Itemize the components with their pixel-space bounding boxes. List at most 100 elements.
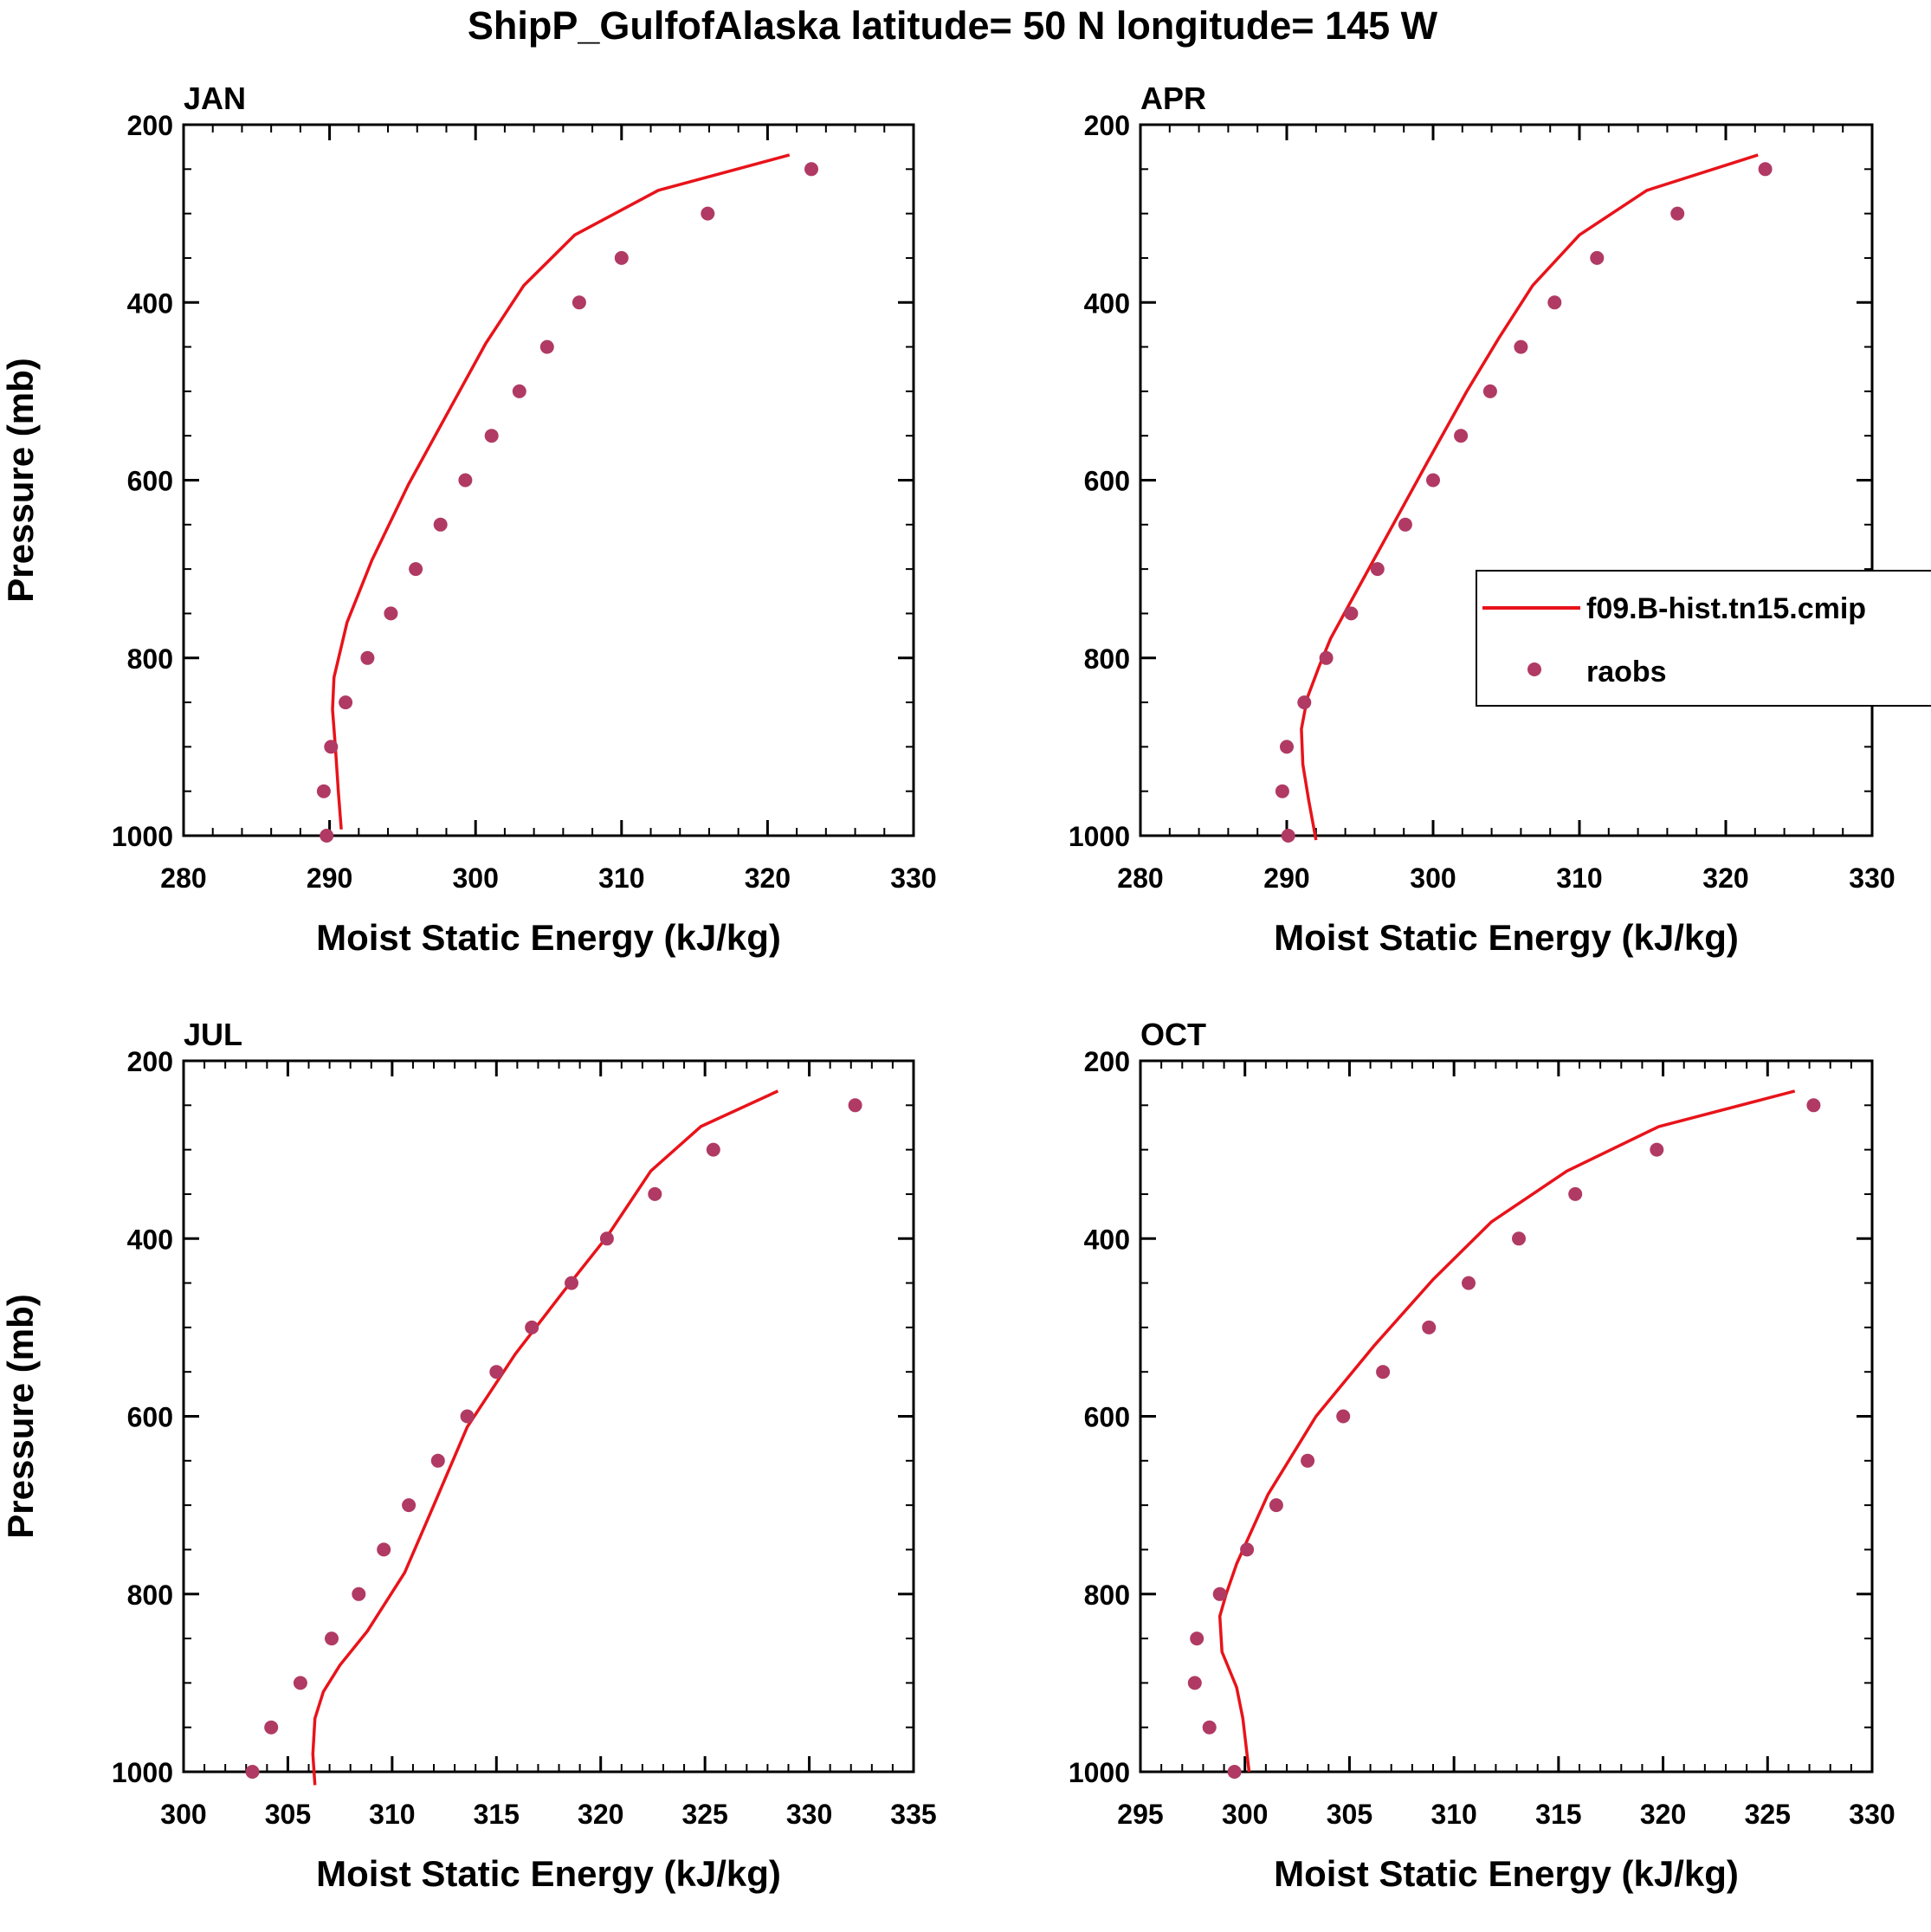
- obs-data-point: [1454, 429, 1469, 443]
- legend: f09.B-hist.tn15.cmip raobs: [1476, 570, 1931, 707]
- obs-data-point: [1806, 1098, 1821, 1113]
- y-tick-label: 600: [1084, 1402, 1130, 1433]
- y-tick-label: 800: [1084, 643, 1130, 675]
- y-tick-label: 200: [127, 110, 173, 141]
- x-tick-label: 330: [890, 863, 936, 894]
- obs-data-point: [1336, 1409, 1351, 1424]
- x-tick-label: 320: [1640, 1799, 1686, 1830]
- x-tick-label: 305: [265, 1799, 311, 1830]
- obs-data-point: [599, 1231, 614, 1246]
- obs-data-point: [489, 1365, 504, 1380]
- y-tick-label: 800: [127, 643, 173, 675]
- x-tick-label: 320: [745, 863, 791, 894]
- panel-jul: JUL 300 305 310 315 320 325 330 335 200 400 600 800 1…: [0, 1017, 937, 1894]
- obs-data-point: [1280, 740, 1294, 754]
- y-tick-label: 600: [1084, 466, 1130, 497]
- y-axis-title: Pressure (mb): [0, 358, 41, 602]
- y-tick-label: 200: [127, 1046, 173, 1077]
- obs-data-point: [1650, 1142, 1664, 1157]
- x-tick-label: 300: [1222, 1799, 1268, 1830]
- obs-data-point: [1426, 473, 1440, 488]
- legend-box: [1476, 570, 1931, 707]
- model-series-line: [331, 153, 791, 830]
- obs-data-point: [1590, 250, 1605, 265]
- obs-data-point: [433, 517, 448, 532]
- y-tick-label: 400: [1084, 1224, 1130, 1255]
- panel-label: JUL: [184, 1017, 242, 1052]
- panel-label: APR: [1140, 81, 1206, 116]
- obs-data-point: [648, 1186, 662, 1201]
- obs-data-point: [324, 740, 339, 754]
- obs-data-point: [484, 429, 499, 443]
- x-tick-label: 320: [578, 1799, 623, 1830]
- obs-data-point: [316, 784, 331, 798]
- obs-data-point: [1758, 162, 1773, 177]
- y-tick-label: 400: [127, 288, 173, 319]
- x-tick-label: 325: [681, 1799, 727, 1830]
- x-tick-label: 310: [1556, 863, 1602, 894]
- obs-data-point: [614, 250, 629, 265]
- legend-model-label: f09.B-hist.tn15.cmip: [1586, 592, 1866, 625]
- x-tick-label: 290: [307, 863, 352, 894]
- x-tick-label: 300: [1410, 863, 1456, 894]
- x-tick-label: 310: [369, 1799, 415, 1830]
- model-series-line: [311, 1089, 779, 1786]
- y-tick-label: 1000: [112, 821, 173, 852]
- obs-data-point: [384, 606, 398, 621]
- obs-data-point: [848, 1098, 862, 1113]
- obs-data-point: [1202, 1720, 1217, 1735]
- x-tick-label: 310: [598, 863, 644, 894]
- x-tick-label: 310: [1430, 1799, 1476, 1830]
- model-series-line: [1300, 153, 1759, 841]
- x-tick-label: 330: [1849, 863, 1895, 894]
- x-axis-title: Moist Static Energy (kJ/kg): [316, 917, 781, 958]
- obs-data-point: [1301, 1453, 1315, 1468]
- obs-data-point: [525, 1320, 539, 1334]
- y-tick-label: 400: [127, 1224, 173, 1255]
- y-tick-label: 800: [127, 1580, 173, 1611]
- x-tick-label: 330: [786, 1799, 832, 1830]
- y-tick-label: 200: [1084, 1046, 1130, 1077]
- obs-data-point: [458, 473, 473, 488]
- figure-title: ShipP_GulfofAlaska latitude= 50 N longit…: [468, 3, 1438, 48]
- panel-apr: APR 280 290 300 310 320 330 200 400 600 800 1000 Moi…: [1069, 81, 1895, 958]
- obs-data-point: [572, 295, 586, 310]
- panel-oct: OCT 295 300 305 310 315 320 325 330 200 400 600 800 1…: [1069, 1017, 1895, 1894]
- x-tick-label: 290: [1263, 863, 1309, 894]
- obs-data-point: [1269, 1498, 1283, 1513]
- obs-data-point: [565, 1276, 578, 1290]
- obs-data-point: [409, 562, 423, 577]
- obs-data-point: [706, 1142, 720, 1157]
- x-tick-label: 330: [1849, 1799, 1895, 1830]
- obs-data-point: [1212, 1586, 1227, 1601]
- obs-data-point: [1512, 1231, 1526, 1246]
- plot-frame: [1139, 123, 1874, 837]
- x-tick-label: 305: [1327, 1799, 1372, 1830]
- panel-label: JAN: [184, 81, 246, 116]
- obs-data-point: [1370, 562, 1385, 577]
- y-axis-title: Pressure (mb): [0, 1294, 41, 1538]
- panel-jan: JAN 280 290 300 310 320 330 200 400 600 800 1000 Moi…: [0, 81, 937, 958]
- plot-frame: [1139, 1059, 1874, 1774]
- obs-data-point: [264, 1720, 279, 1735]
- obs-data-point: [1670, 206, 1685, 221]
- obs-data-point: [804, 162, 818, 177]
- obs-data-point: [1482, 384, 1497, 398]
- plot-frame: [182, 1059, 915, 1774]
- obs-data-point: [402, 1498, 417, 1513]
- obs-data-point: [1281, 829, 1295, 843]
- obs-data-point: [1227, 1765, 1242, 1779]
- obs-data-point: [1514, 339, 1528, 354]
- obs-data-point: [1240, 1542, 1255, 1557]
- y-tick-label: 1000: [112, 1757, 173, 1788]
- x-tick-label: 335: [890, 1799, 936, 1830]
- obs-data-point: [293, 1676, 307, 1690]
- y-tick-label: 800: [1084, 1580, 1130, 1611]
- obs-data-point: [1344, 606, 1359, 621]
- x-tick-label: 300: [160, 1799, 206, 1830]
- x-tick-label: 300: [453, 863, 499, 894]
- obs-data-point: [360, 650, 375, 665]
- obs-data-point: [1275, 784, 1289, 798]
- x-tick-label: 315: [1535, 1799, 1581, 1830]
